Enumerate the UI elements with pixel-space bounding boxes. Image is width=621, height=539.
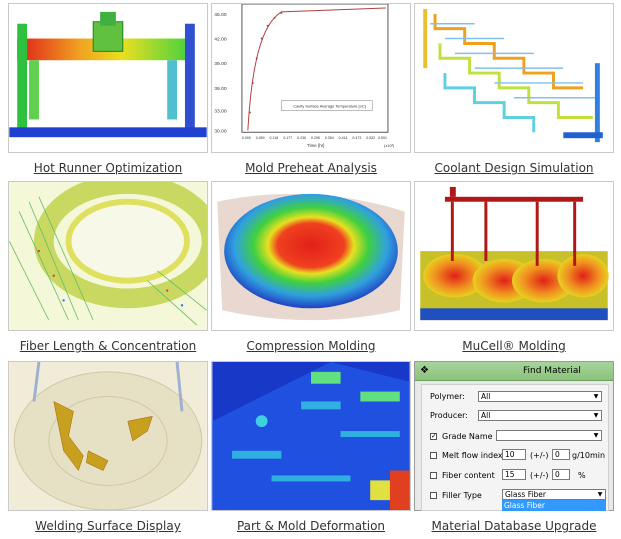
mold-preheat-image[interactable]: 45.00 42.00 39.00 36.00 33.00 30.00 Cavi… [211, 3, 411, 153]
dialog-title: Find Material [523, 366, 581, 376]
grade-select[interactable]: ▼ [496, 430, 602, 441]
x-tick: 0.354 [325, 136, 334, 140]
y-tick: 36.00 [214, 86, 227, 92]
y-tick: 45.00 [214, 12, 227, 18]
caption-deformation[interactable]: Part & Mold Deformation [236, 519, 386, 533]
caption-welding[interactable]: Welding Surface Display [35, 519, 181, 533]
compression-image[interactable] [211, 181, 411, 331]
welding-render [9, 362, 207, 510]
filler-checkbox[interactable] [430, 492, 437, 499]
chevron-down-icon[interactable]: ▼ [593, 412, 599, 419]
caption-mold-preheat[interactable]: Mold Preheat Analysis [245, 161, 377, 175]
filler-value: Glass Fiber [505, 490, 547, 499]
mucell-image[interactable] [414, 181, 614, 331]
x-tick: 0.473 [352, 136, 361, 140]
melt-pm: (+/-) [530, 451, 549, 460]
melt-checkbox[interactable] [430, 452, 437, 459]
producer-label: Producer: [430, 411, 469, 420]
x-tick: 0.118 [270, 136, 279, 140]
filler-label: Filler Type [442, 491, 482, 500]
y-tick: 42.00 [214, 37, 227, 43]
fiber-checkbox[interactable] [430, 472, 437, 479]
preheat-plot: 45.00 42.00 39.00 36.00 33.00 30.00 Cavi… [212, 4, 410, 152]
x-tick: 0.414 [339, 136, 348, 140]
y-tick: 39.00 [214, 61, 227, 67]
fiber-input[interactable]: 15 [502, 469, 526, 480]
plot-legend: Cavity Surface Average Temperature [oC] [293, 104, 366, 109]
x-tick: 0.591 [378, 136, 387, 140]
chevron-down-icon[interactable]: ▼ [593, 432, 599, 439]
filler-select[interactable]: Glass Fiber ▼ [502, 489, 606, 500]
x-tick: 0.000 [242, 136, 251, 140]
caption-hot-runner[interactable]: Hot Runner Optimization [33, 161, 183, 175]
producer-value: All [481, 411, 491, 420]
melt-input[interactable]: 10 [502, 449, 526, 460]
dialog-titlebar: ❖ Find Material [415, 362, 613, 381]
filler-dropdown-option[interactable]: Glass Fiber [502, 500, 606, 511]
x-axis-unit: (x10³) [384, 143, 395, 148]
fiber-unit: % [578, 471, 586, 480]
deformation-render [212, 362, 410, 510]
y-tick: 30.00 [214, 128, 227, 134]
fiber-tolerance-input[interactable]: 0 [552, 469, 570, 480]
fiber-pm: (+/-) [530, 471, 549, 480]
polymer-select[interactable]: All ▼ [478, 391, 602, 402]
x-tick: 0.177 [283, 136, 292, 140]
melt-label: Melt flow index [442, 451, 503, 460]
grade-label: Grade Name [442, 432, 493, 441]
find-material-dialog: ❖ Find Material Polymer: All ▼ Producer:… [414, 361, 614, 511]
x-tick: 0.236 [297, 136, 306, 140]
x-tick: 0.532 [366, 136, 375, 140]
x-axis-label: Time [hr] [307, 143, 324, 148]
compression-render [212, 182, 410, 330]
deformation-image[interactable] [211, 361, 411, 511]
caption-mucell[interactable]: MuCell® Molding [462, 339, 566, 353]
material-icon: ❖ [420, 365, 429, 376]
x-tick: 0.059 [256, 136, 265, 140]
fiber-render [9, 182, 207, 330]
chevron-down-icon[interactable]: ▼ [597, 491, 603, 498]
x-tick: 0.295 [311, 136, 320, 140]
hot-runner-render [9, 4, 207, 152]
polymer-label: Polymer: [430, 392, 465, 401]
grade-checkbox[interactable]: ✓ [430, 432, 437, 440]
caption-fiber[interactable]: Fiber Length & Concentration [19, 339, 197, 353]
chevron-down-icon[interactable]: ▼ [593, 393, 599, 400]
caption-compression[interactable]: Compression Molding [246, 339, 376, 353]
coolant-render [415, 4, 613, 152]
dialog-body: Polymer: All ▼ Producer: All ▼ ✓ Grade N… [421, 384, 609, 511]
producer-select[interactable]: All ▼ [478, 410, 602, 421]
polymer-value: All [481, 392, 491, 401]
caption-material-db[interactable]: Material Database Upgrade [431, 519, 597, 533]
y-tick: 33.00 [214, 109, 227, 115]
fiber-image[interactable] [8, 181, 208, 331]
coolant-image[interactable] [414, 3, 614, 153]
melt-unit: g/10min [572, 451, 606, 460]
mucell-render [415, 182, 613, 330]
melt-tolerance-input[interactable]: 0 [552, 449, 570, 460]
fiber-label: Fiber content [442, 471, 495, 480]
hot-runner-image[interactable] [8, 3, 208, 153]
welding-image[interactable] [8, 361, 208, 511]
caption-coolant[interactable]: Coolant Design Simulation [434, 161, 594, 175]
